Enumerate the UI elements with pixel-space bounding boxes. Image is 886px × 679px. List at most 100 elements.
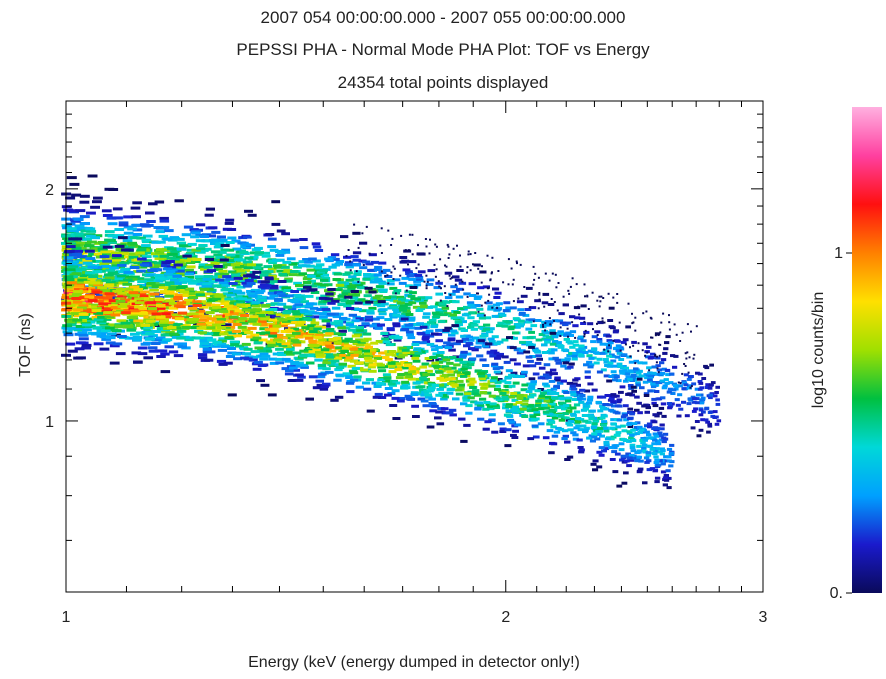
heatmap-bin xyxy=(655,439,661,443)
heatmap-bin xyxy=(684,365,687,367)
heatmap-bin xyxy=(627,384,634,387)
heatmap-bin xyxy=(615,431,622,435)
heatmap-bin xyxy=(314,249,324,252)
heatmap-bin xyxy=(613,339,620,343)
heatmap-bin xyxy=(641,446,647,450)
heatmap-bin xyxy=(505,403,513,407)
heatmap-bin xyxy=(349,371,359,375)
heatmap-bin xyxy=(268,289,278,293)
heatmap-bin xyxy=(319,306,329,310)
heatmap-bin xyxy=(503,360,511,364)
heatmap-bin xyxy=(125,287,136,291)
heatmap-bin xyxy=(570,406,577,410)
heatmap-bin xyxy=(246,292,256,296)
heatmap-bin xyxy=(694,387,700,391)
heatmap-bin xyxy=(463,305,471,309)
heatmap-bin xyxy=(373,273,382,277)
heatmap-bin xyxy=(124,325,134,328)
heatmap-bin xyxy=(241,281,251,285)
heatmap-bin xyxy=(307,279,316,283)
heatmap-bin xyxy=(653,427,659,431)
heatmap-bin xyxy=(607,403,614,407)
heatmap-bin xyxy=(331,321,340,325)
heatmap-bin xyxy=(279,336,288,340)
heatmap-bin xyxy=(176,241,187,245)
heatmap-bin xyxy=(389,404,398,407)
heatmap-bin xyxy=(472,263,474,266)
heatmap-bin xyxy=(643,392,650,396)
heatmap-bin xyxy=(83,280,94,284)
heatmap-bin xyxy=(362,264,365,266)
heatmap-bin xyxy=(251,304,261,308)
heatmap-bin xyxy=(505,385,512,389)
heatmap-bin xyxy=(334,368,343,372)
heatmap-bin xyxy=(206,290,216,294)
heatmap-bin xyxy=(581,414,588,417)
heatmap-bin xyxy=(632,321,635,324)
heatmap-bin xyxy=(647,378,653,382)
heatmap-bin xyxy=(516,407,524,411)
heatmap-bin xyxy=(512,278,515,281)
heatmap-bin xyxy=(168,350,179,354)
heatmap-bin xyxy=(639,438,645,442)
heatmap-bin xyxy=(165,283,175,287)
heatmap-bin xyxy=(627,456,633,460)
heatmap-bin xyxy=(100,288,110,292)
heatmap-bin xyxy=(473,297,482,300)
heatmap-bin xyxy=(560,379,567,383)
heatmap-bin xyxy=(690,385,693,388)
heatmap-bin xyxy=(668,328,671,331)
heatmap-bin xyxy=(148,349,159,353)
heatmap-bin xyxy=(77,278,88,282)
heatmap-bin xyxy=(202,301,212,305)
heatmap-bin xyxy=(493,370,501,374)
heatmap-bin xyxy=(390,271,393,274)
heatmap-bin xyxy=(303,285,312,289)
heatmap-bin xyxy=(604,364,611,367)
heatmap-bin xyxy=(377,304,386,308)
heatmap-bin xyxy=(703,364,708,368)
heatmap-bin xyxy=(194,275,204,279)
heatmap-bin xyxy=(368,290,377,294)
heatmap-bin xyxy=(661,367,667,371)
heatmap-bin xyxy=(237,325,247,329)
heatmap-bin xyxy=(122,278,133,282)
heatmap-bin xyxy=(613,394,620,398)
heatmap-bin xyxy=(165,270,176,273)
heatmap-bin xyxy=(86,310,97,314)
heatmap-bin xyxy=(459,354,467,358)
heatmap-bin xyxy=(420,399,429,403)
heatmap-bin xyxy=(132,338,142,342)
heatmap-bin xyxy=(307,274,316,278)
heatmap-bin xyxy=(344,271,353,275)
heatmap-bin xyxy=(635,383,641,387)
heatmap-bin xyxy=(649,447,655,451)
heatmap-bin xyxy=(246,335,256,339)
heatmap-bin xyxy=(393,310,401,314)
heatmap-bin xyxy=(93,311,104,315)
heatmap-bin xyxy=(339,316,348,320)
heatmap-bin xyxy=(298,272,307,276)
heatmap-bin xyxy=(231,239,241,243)
heatmap-bin xyxy=(515,401,523,404)
heatmap-bin xyxy=(249,310,259,314)
heatmap-bin xyxy=(368,253,377,257)
heatmap-bin xyxy=(368,359,377,363)
heatmap-bin xyxy=(646,444,652,448)
heatmap-bin xyxy=(104,276,115,280)
heatmap-bin xyxy=(642,380,649,384)
heatmap-bin xyxy=(550,387,558,391)
heatmap-bin xyxy=(537,422,545,426)
heatmap-bin xyxy=(164,281,175,285)
heatmap-bin xyxy=(362,302,371,306)
heatmap-bin xyxy=(486,254,489,257)
heatmap-bin xyxy=(485,301,493,305)
heatmap-bin xyxy=(477,339,485,343)
heatmap-bin xyxy=(134,297,144,301)
heatmap-bin xyxy=(652,469,658,473)
heatmap-bin xyxy=(611,364,618,368)
heatmap-bin xyxy=(414,277,423,281)
heatmap-bin xyxy=(578,448,585,452)
heatmap-bin xyxy=(198,265,208,269)
heatmap-bin xyxy=(706,430,711,434)
